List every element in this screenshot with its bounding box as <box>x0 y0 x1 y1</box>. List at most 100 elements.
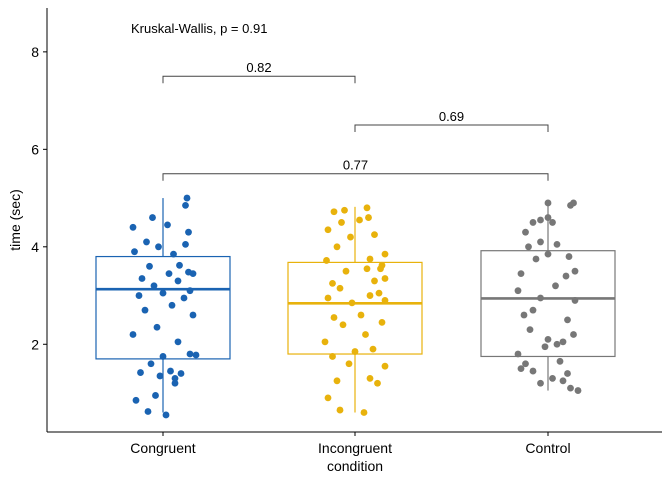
data-point-control <box>529 219 537 226</box>
data-point-control <box>564 370 571 377</box>
data-point-control <box>571 267 579 275</box>
data-point-incongruent <box>378 318 386 326</box>
data-point-control <box>553 340 561 348</box>
data-point-congruent <box>153 323 161 331</box>
data-point-congruent <box>156 372 164 380</box>
data-point-incongruent <box>371 231 378 239</box>
y-axis-label: time (sec) <box>7 189 23 250</box>
comparison-p-value: 0.69 <box>439 109 464 124</box>
data-point-incongruent <box>321 338 329 346</box>
data-point-incongruent <box>371 277 378 285</box>
data-point-incongruent <box>345 360 353 368</box>
data-point-control <box>537 216 544 224</box>
data-point-incongruent <box>351 348 359 355</box>
comparison-p-value: 0.82 <box>246 60 271 75</box>
data-point-incongruent <box>330 314 338 321</box>
data-point-congruent <box>189 311 197 319</box>
data-point-incongruent <box>366 255 374 263</box>
data-point-incongruent <box>381 250 389 258</box>
data-point-control <box>553 240 561 248</box>
x-axis-label: condition <box>327 458 383 474</box>
data-point-control <box>556 357 564 365</box>
data-point-control <box>522 360 529 368</box>
data-point-control <box>532 255 540 263</box>
data-point-incongruent <box>323 257 330 264</box>
data-point-control <box>570 199 577 207</box>
data-point-control <box>559 338 567 346</box>
data-point-incongruent <box>342 267 350 275</box>
data-point-incongruent <box>329 279 336 287</box>
data-point-incongruent <box>378 261 386 269</box>
x-tick-label-congruent: Congruent <box>130 440 195 456</box>
data-point-incongruent <box>347 233 354 241</box>
data-point-congruent <box>176 261 183 269</box>
data-point-congruent <box>186 350 194 358</box>
data-point-incongruent <box>360 409 368 416</box>
comparison-bracket <box>354 124 549 132</box>
data-point-control <box>517 270 525 278</box>
data-point-congruent <box>146 262 153 270</box>
data-point-congruent <box>143 238 150 246</box>
data-point-congruent <box>180 294 188 302</box>
data-point-control <box>544 214 552 221</box>
data-point-congruent <box>174 277 182 285</box>
data-point-congruent <box>167 367 174 375</box>
data-point-control <box>559 377 567 385</box>
data-point-control <box>565 253 573 260</box>
data-point-control <box>520 311 528 319</box>
data-point-incongruent <box>375 289 383 297</box>
data-point-congruent <box>159 353 167 360</box>
data-point-incongruent <box>381 362 389 370</box>
data-point-incongruent <box>333 377 341 385</box>
data-point-control <box>541 343 549 351</box>
comparison-bracket <box>162 173 549 181</box>
data-point-congruent <box>150 282 158 290</box>
data-point-congruent <box>174 338 182 346</box>
y-tick-label: 2 <box>31 336 39 352</box>
data-point-control <box>570 331 577 338</box>
data-point-control <box>574 387 582 394</box>
data-point-congruent <box>155 243 162 251</box>
box-control <box>480 250 616 358</box>
comparison-bracket <box>162 75 356 84</box>
y-tick-label: 8 <box>31 44 39 60</box>
data-point-congruent <box>141 306 149 314</box>
data-point-incongruent <box>336 406 344 414</box>
data-point-congruent <box>162 411 170 419</box>
data-point-incongruent <box>324 394 332 402</box>
data-point-congruent <box>182 240 189 248</box>
data-point-incongruent <box>366 292 374 299</box>
data-point-congruent <box>147 360 155 368</box>
y-tick-label: 4 <box>31 239 39 255</box>
data-point-congruent <box>177 370 185 377</box>
data-point-incongruent <box>363 204 371 212</box>
comparison-brackets-layer: 0.82 0.69 0.77 <box>162 60 549 181</box>
comparison-p-value: 0.77 <box>343 158 368 173</box>
data-point-incongruent <box>374 379 381 387</box>
jitter-points-layer <box>129 194 582 419</box>
data-point-congruent <box>168 301 176 309</box>
data-point-congruent <box>137 369 144 376</box>
data-point-congruent <box>149 214 156 221</box>
data-point-control <box>537 238 544 246</box>
data-point-congruent <box>138 275 146 282</box>
data-point-incongruent <box>362 331 369 338</box>
data-point-incongruent <box>333 243 341 251</box>
data-point-control <box>514 287 522 295</box>
data-point-incongruent <box>348 299 356 307</box>
data-point-control <box>526 326 534 334</box>
data-point-control <box>529 367 537 375</box>
data-point-congruent <box>171 379 179 387</box>
data-point-control <box>537 379 544 387</box>
data-point-congruent <box>170 250 177 258</box>
data-point-incongruent <box>366 374 374 382</box>
data-point-congruent <box>192 351 200 359</box>
box-incongruent <box>287 261 423 355</box>
data-point-incongruent <box>330 208 338 216</box>
data-point-control <box>549 219 556 226</box>
x-tick-label-incongruent: Incongruent <box>318 440 392 456</box>
data-point-incongruent <box>356 216 363 224</box>
kruskal-wallis-annotation: Kruskal-Wallis, p = 0.91 <box>131 21 267 36</box>
data-point-congruent <box>189 270 197 278</box>
